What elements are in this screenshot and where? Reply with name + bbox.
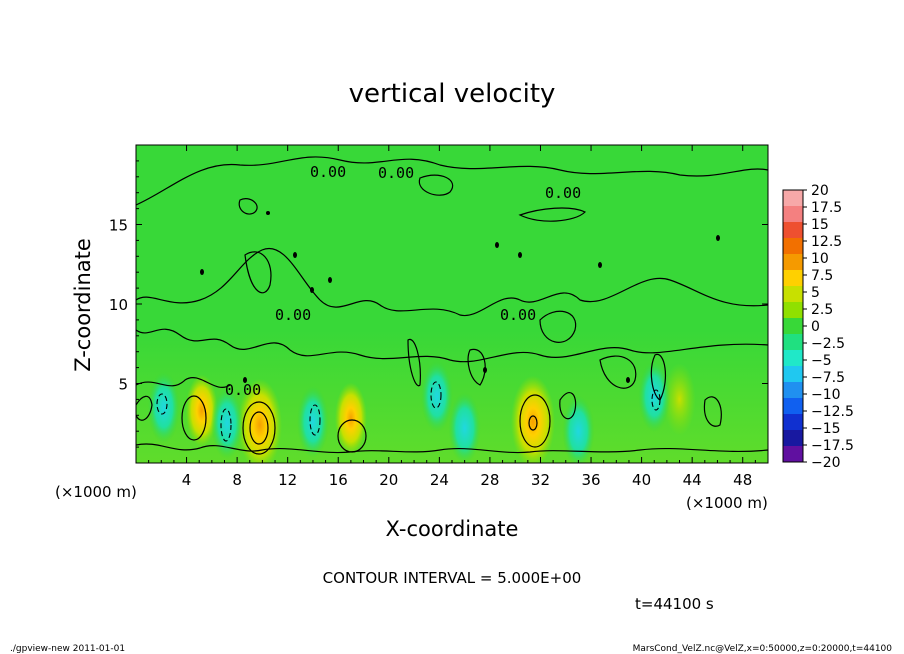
footer-left: ./gpview-new 2011-01-01 bbox=[10, 644, 125, 654]
x-axis: 4 8 12 16 20 24 28 32 36 40 44 48 bbox=[148, 145, 756, 489]
x-tick-label: 48 bbox=[733, 471, 752, 489]
colorbar-label: 10 bbox=[811, 251, 829, 267]
colorbar-swatch bbox=[783, 254, 803, 271]
time-label: t=44100 s bbox=[635, 595, 714, 613]
colorbar-swatch bbox=[783, 206, 803, 223]
downdraft-region-10 bbox=[562, 395, 595, 463]
colorbar-swatch bbox=[783, 286, 803, 303]
downdraft-region-7 bbox=[296, 385, 329, 458]
contour-label: 0.00 bbox=[545, 184, 581, 202]
contour-label: 0.00 bbox=[378, 164, 414, 182]
downdraft-region-9 bbox=[448, 392, 481, 463]
heatmap-field: 0.00 0.00 0.00 0.00 0.00 0.00 bbox=[136, 156, 768, 463]
colorbar-label: −2.5 bbox=[811, 336, 845, 352]
contour-label: 0.00 bbox=[310, 163, 346, 181]
colorbar-swatch bbox=[783, 238, 803, 255]
x-tick-label: 24 bbox=[430, 471, 449, 489]
colorbar-swatch bbox=[783, 222, 803, 239]
colorbar-label: 15 bbox=[811, 217, 829, 233]
updraft-region-1 bbox=[510, 375, 555, 463]
colorbar-swatch bbox=[783, 190, 803, 207]
colorbar-swatch bbox=[783, 270, 803, 287]
colorbar-swatch bbox=[783, 382, 803, 399]
colorbar-label: −20 bbox=[811, 455, 841, 471]
y-axis-label: Z-coordinate bbox=[71, 238, 95, 372]
colorbar-label: 12.5 bbox=[811, 234, 842, 250]
chart-title: vertical velocity bbox=[349, 79, 556, 109]
updraft-region-4 bbox=[663, 363, 696, 436]
colorbar-swatch bbox=[783, 318, 803, 335]
x-tick-label: 8 bbox=[232, 471, 242, 489]
colorbar-swatch bbox=[783, 446, 803, 463]
contour-lines bbox=[136, 156, 768, 455]
x-tick-label: 20 bbox=[379, 471, 398, 489]
colorbar-label: 2.5 bbox=[811, 302, 833, 318]
colorbar-swatch bbox=[783, 398, 803, 415]
contour-label: 0.00 bbox=[500, 306, 536, 324]
colorbar-swatch bbox=[783, 430, 803, 447]
colorbar-label: 5 bbox=[811, 285, 820, 301]
downdraft-region-6 bbox=[211, 387, 244, 460]
contour-dots bbox=[200, 211, 720, 383]
x-tick-label: 4 bbox=[182, 471, 192, 489]
updraft-region-2 bbox=[185, 374, 218, 447]
y-axis: 5 10 15 bbox=[109, 160, 768, 448]
y-tick-label: 5 bbox=[118, 376, 128, 394]
x-tick-label: 36 bbox=[581, 471, 600, 489]
colorbar-label: −5 bbox=[811, 353, 832, 369]
x-unit-label-left: (×1000 m) bbox=[55, 483, 137, 501]
colorbar-label: 20 bbox=[811, 183, 829, 199]
footer-right: MarsCond_VelZ.nc@VelZ,x=0:50000,z=0:2000… bbox=[633, 644, 893, 654]
contour-label-group: 0.00 0.00 0.00 0.00 0.00 0.00 bbox=[225, 163, 581, 399]
y-tick-label: 10 bbox=[109, 296, 128, 314]
colorbar: 2017.51512.5107.552.50−2.5−5−7.5−10−12.5… bbox=[782, 183, 854, 471]
updraft-region-3 bbox=[334, 382, 367, 455]
x-tick-label: 16 bbox=[329, 471, 348, 489]
colorbar-label: 7.5 bbox=[811, 268, 833, 284]
x-tick-label: 40 bbox=[632, 471, 651, 489]
negative-contours bbox=[156, 381, 661, 442]
colorbar-swatch bbox=[783, 350, 803, 367]
downdraft-region-8 bbox=[420, 360, 453, 433]
colorbar-label: −17.5 bbox=[811, 438, 854, 454]
contour-label: 0.00 bbox=[275, 306, 311, 324]
colorbar-label: −15 bbox=[811, 421, 841, 437]
x-tick-label: 32 bbox=[531, 471, 550, 489]
colorbar-swatch bbox=[783, 302, 803, 319]
x-tick-label: 12 bbox=[278, 471, 297, 489]
x-tick-label: 28 bbox=[480, 471, 499, 489]
x-tick-label: 44 bbox=[683, 471, 702, 489]
colorbar-swatch bbox=[783, 414, 803, 431]
y-tick-label: 15 bbox=[109, 217, 128, 235]
x-unit-label-right: (×1000 m) bbox=[686, 494, 768, 512]
colorbar-label: 0 bbox=[811, 319, 820, 335]
colorbar-swatch bbox=[783, 334, 803, 351]
contour-label: 0.00 bbox=[225, 381, 261, 399]
x-axis-label: X-coordinate bbox=[386, 517, 519, 541]
updraft-region-0 bbox=[237, 378, 282, 463]
colorbar-label: 17.5 bbox=[811, 200, 842, 216]
contour-interval: CONTOUR INTERVAL = 5.000E+00 bbox=[323, 569, 582, 587]
downdraft-region-11 bbox=[638, 360, 671, 433]
colorbar-swatch bbox=[783, 366, 803, 383]
colorbar-label: −7.5 bbox=[811, 370, 845, 386]
colorbar-label: −10 bbox=[811, 387, 841, 403]
downdraft-region-5 bbox=[147, 371, 180, 444]
colorbar-label: −12.5 bbox=[811, 404, 854, 420]
